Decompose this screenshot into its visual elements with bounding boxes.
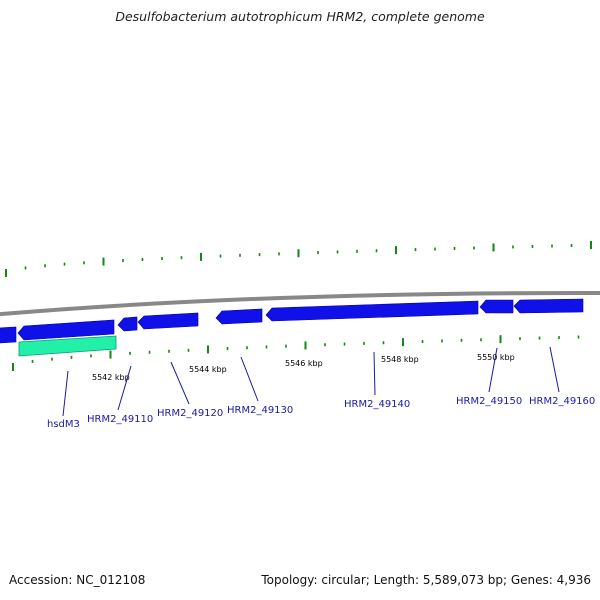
reverse-strand-genes — [0, 298, 584, 344]
leader-line — [117, 365, 132, 411]
gene-arrow[interactable] — [137, 312, 199, 330]
map-title: Desulfobacterium autotrophicum HRM2, com… — [115, 9, 485, 24]
gene-label-HRM2_49130[interactable]: HRM2_49130 — [227, 405, 293, 416]
accession-text: Accession: NC_012108 — [9, 573, 146, 587]
gene-arrow[interactable] — [479, 299, 514, 314]
gene-label-HRM2_49140[interactable]: HRM2_49140 — [344, 399, 410, 410]
inner-tick-row — [12, 335, 580, 371]
gene-label-HRM2_49160[interactable]: HRM2_49160 — [529, 396, 595, 407]
gene-hsdM3-forward[interactable] — [18, 335, 117, 357]
gene-label-HRM2_49150[interactable]: HRM2_49150 — [456, 396, 522, 407]
scale-labels: 5542 kbp 5544 kbp 5546 kbp 5548 kbp 5550… — [92, 353, 515, 382]
scale-label-5544: 5544 kbp — [189, 365, 227, 374]
gene-label-hsdM3[interactable]: hsdM3 — [47, 419, 80, 430]
gene-label-HRM2_49110[interactable]: HRM2_49110 — [87, 414, 153, 425]
leader-line — [240, 356, 259, 402]
genome-backbone — [0, 290, 600, 317]
gene-arrow[interactable] — [513, 298, 584, 314]
leader-line — [549, 346, 560, 393]
scale-label-5550: 5550 kbp — [477, 353, 515, 362]
gene-arrow[interactable] — [265, 300, 479, 322]
gene-arrow[interactable] — [0, 326, 17, 344]
leader-line — [62, 370, 69, 417]
leader-line — [488, 347, 498, 393]
gene-arrow[interactable] — [215, 308, 263, 325]
scale-label-5546: 5546 kbp — [285, 359, 323, 368]
gene-label-HRM2_49120[interactable]: HRM2_49120 — [157, 408, 223, 419]
gene-arrow[interactable] — [117, 316, 138, 332]
scale-label-5542: 5542 kbp — [92, 373, 130, 382]
gene-arrow[interactable] — [17, 319, 115, 341]
outer-tick-row — [5, 241, 592, 277]
leader-line — [170, 361, 190, 405]
genome-stats-text: Topology: circular; Length: 5,589,073 bp… — [261, 573, 591, 587]
leader-line — [373, 351, 376, 396]
scale-label-5548: 5548 kbp — [381, 355, 419, 364]
gene-label-leaders — [62, 346, 560, 417]
gene-labels: hsdM3 HRM2_49110 HRM2_49120 HRM2_49130 H… — [47, 396, 595, 430]
